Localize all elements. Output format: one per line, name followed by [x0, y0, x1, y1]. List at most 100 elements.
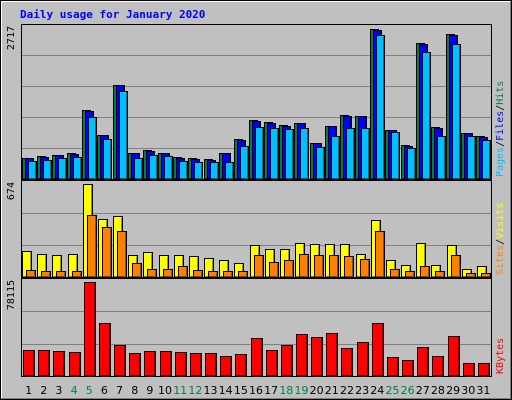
bar-sites-day-14	[223, 271, 233, 278]
x-tick-day-12: 12	[188, 384, 202, 397]
bar-pages-day-22	[346, 128, 355, 180]
chart-panels: 2717Pages/Files/Hits674Sites/Visits78115…	[6, 24, 506, 377]
x-tick-day-4: 4	[71, 384, 78, 397]
bar-pages-day-30	[467, 136, 476, 180]
bar-pages-day-19	[300, 128, 309, 180]
x-tick-day-21: 21	[325, 384, 339, 397]
bar-pages-day-4	[73, 157, 82, 180]
x-tick-day-26: 26	[401, 384, 415, 397]
bar-pages-day-17	[270, 128, 279, 180]
bar-sites-day-7	[117, 231, 127, 278]
x-tick-day-6: 6	[101, 384, 108, 397]
bar-sites-day-28	[435, 271, 445, 278]
bar-kbytes-day-10	[160, 351, 172, 377]
bar-kbytes-day-22	[341, 348, 353, 377]
bar-kbytes-day-8	[129, 353, 141, 377]
bar-sites-day-15	[238, 271, 248, 278]
bar-kbytes-day-9	[144, 351, 156, 377]
bar-sites-day-2	[41, 271, 51, 278]
bar-sites-day-9	[147, 269, 157, 278]
legend-entry: Files	[495, 111, 506, 141]
bar-sites-day-26	[405, 271, 415, 278]
x-tick-day-20: 20	[310, 384, 324, 397]
x-tick-day-10: 10	[158, 384, 172, 397]
bar-pages-day-5	[88, 117, 97, 180]
bar-kbytes-day-6	[99, 323, 111, 377]
legend-entry: /	[495, 141, 506, 147]
bar-sites-day-24	[375, 231, 385, 278]
bar-kbytes-day-24	[372, 323, 384, 377]
bar-sites-day-29	[451, 255, 461, 278]
x-tick-day-29: 29	[446, 384, 460, 397]
bar-sites-day-5	[87, 215, 97, 278]
bar-sites-day-18	[284, 260, 294, 278]
bar-kbytes-day-11	[175, 352, 187, 377]
bar-pages-day-25	[391, 132, 400, 180]
bar-sites-day-3	[56, 271, 66, 278]
bar-kbytes-day-7	[114, 345, 126, 377]
bar-sites-day-23	[360, 259, 370, 278]
x-tick-day-3: 3	[55, 384, 62, 397]
x-tick-day-13: 13	[204, 384, 218, 397]
panel-3: 78115 KBytes	[6, 278, 506, 377]
bar-pages-day-21	[331, 136, 340, 180]
x-tick-day-28: 28	[431, 384, 445, 397]
bar-kbytes-day-31	[478, 363, 490, 377]
bar-pages-day-24	[376, 35, 385, 180]
bar-sites-day-12	[193, 270, 203, 278]
bar-kbytes-day-13	[205, 353, 217, 377]
bar-pages-day-16	[255, 127, 264, 180]
bar-sites-day-13	[208, 271, 218, 278]
x-tick-day-16: 16	[249, 384, 263, 397]
x-tick-day-1: 1	[25, 384, 32, 397]
x-tick-day-31: 31	[476, 384, 490, 397]
bar-kbytes-day-23	[357, 342, 369, 377]
bar-pages-day-31	[482, 140, 491, 180]
bar-pages-day-12	[194, 162, 203, 180]
bar-kbytes-day-16	[251, 338, 263, 377]
bar-pages-day-6	[103, 139, 112, 180]
bar-kbytes-day-18	[281, 345, 293, 377]
series-kbytes	[23, 282, 490, 377]
legend-entry: /	[495, 239, 506, 245]
bar-kbytes-day-5	[84, 282, 96, 377]
bar-pages-day-2	[43, 160, 52, 180]
bar-pages-day-28	[437, 136, 446, 180]
x-tick-day-17: 17	[264, 384, 278, 397]
bar-pages-day-7	[119, 91, 128, 180]
bar-sites-day-6	[102, 227, 112, 278]
bar-kbytes-day-14	[220, 356, 232, 377]
bar-sites-day-21	[329, 255, 339, 278]
bar-kbytes-day-4	[69, 352, 81, 377]
bar-sites-day-31	[481, 273, 491, 278]
legend-entry: Sites	[495, 245, 506, 275]
bar-pages-day-9	[149, 155, 158, 180]
bar-sites-day-20	[314, 255, 324, 278]
bar-pages-day-13	[210, 162, 219, 180]
bar-pages-day-8	[134, 158, 143, 180]
bar-pages-day-27	[422, 52, 431, 180]
y-max-label: 674	[6, 182, 17, 200]
x-tick-day-8: 8	[131, 384, 138, 397]
bar-sites-day-19	[299, 254, 309, 278]
x-tick-day-25: 25	[385, 384, 399, 397]
x-tick-day-7: 7	[116, 384, 123, 397]
x-tick-day-30: 30	[461, 384, 475, 397]
bar-kbytes-day-30	[463, 363, 475, 377]
legend: KBytes	[495, 338, 506, 374]
legend-entry: /	[495, 105, 506, 111]
x-tick-day-2: 2	[40, 384, 47, 397]
bar-sites-day-1	[26, 270, 36, 278]
bar-kbytes-day-15	[235, 354, 247, 377]
bar-sites-day-8	[132, 263, 142, 278]
legend-entry: KBytes	[495, 338, 506, 374]
series-sites	[26, 215, 491, 278]
legend: Pages/Files/Hits	[495, 81, 506, 177]
bar-kbytes-day-26	[402, 360, 414, 377]
series-pages	[28, 35, 491, 180]
legend-entry: Pages	[495, 147, 506, 177]
bar-sites-day-4	[72, 271, 82, 278]
x-tick-day-23: 23	[355, 384, 369, 397]
bar-pages-day-14	[225, 162, 234, 180]
legend-entry: Visits	[495, 203, 506, 239]
